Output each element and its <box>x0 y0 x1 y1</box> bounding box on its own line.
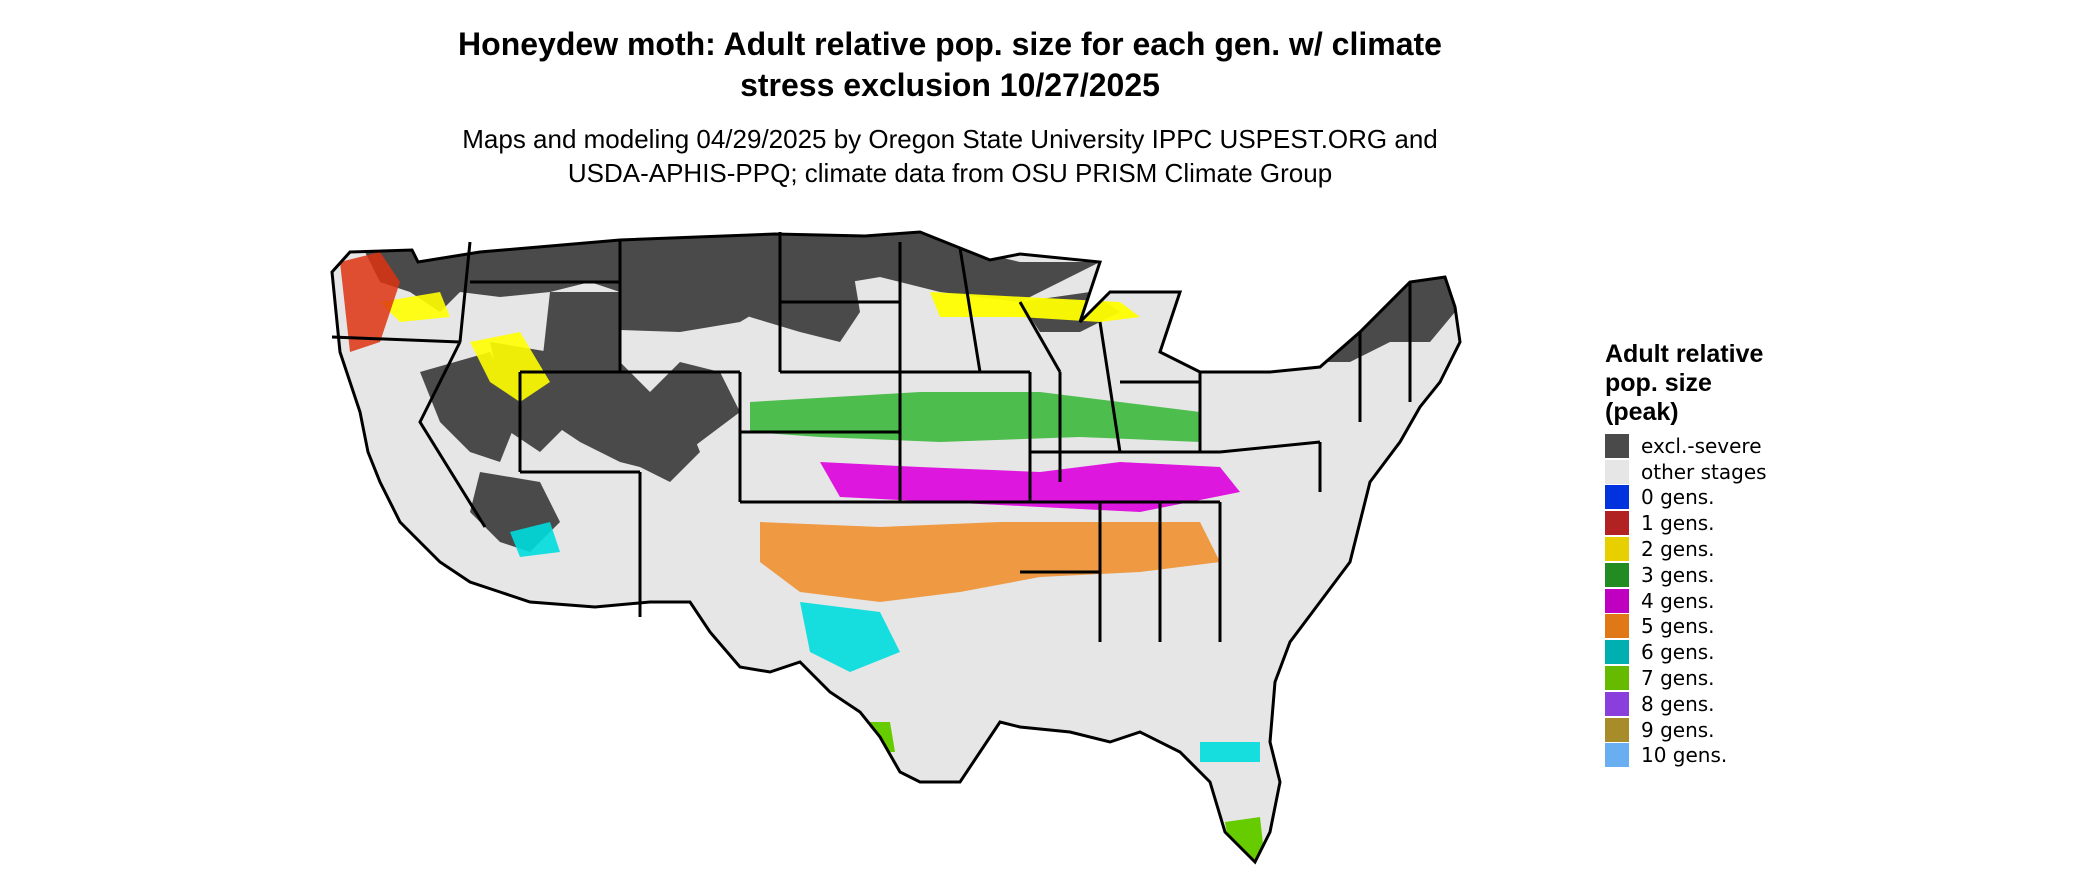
legend-swatch <box>1605 562 1629 587</box>
legend-label: 6 gens. <box>1641 640 1715 665</box>
legend-item: 8 gens. <box>1605 691 1815 717</box>
legend-item: 5 gens. <box>1605 614 1815 640</box>
legend-swatch <box>1605 511 1629 536</box>
map-title: Honeydew moth: Adult relative pop. size … <box>300 24 1600 106</box>
region-2-gens-idaho <box>470 332 550 402</box>
region-3-gens <box>750 392 1200 442</box>
legend-item: 9 gens. <box>1605 717 1815 743</box>
legend-item: 6 gens. <box>1605 639 1815 665</box>
legend-swatch <box>1605 485 1629 510</box>
excluded-region-new-mexico <box>620 402 700 482</box>
legend-label: 10 gens. <box>1641 743 1728 768</box>
subtitle-line-2: USDA-APHIS-PPQ; climate data from OSU PR… <box>567 158 1333 188</box>
legend: Adult relative pop. size (peak) excl.-se… <box>1605 340 1815 768</box>
legend-item: 7 gens. <box>1605 665 1815 691</box>
legend-swatch <box>1605 666 1629 691</box>
legend-label: 5 gens. <box>1641 614 1715 639</box>
legend-swatch <box>1605 433 1629 458</box>
excluded-region-new-england <box>1320 277 1455 362</box>
legend-title-line-3: (peak) <box>1605 398 1679 426</box>
region-6-gens-arizona <box>510 522 560 557</box>
legend-label: 7 gens. <box>1641 666 1715 691</box>
legend-swatch <box>1605 717 1629 742</box>
legend-label: 9 gens. <box>1641 717 1715 742</box>
title-line-2: stress exclusion 10/27/2025 <box>740 67 1160 103</box>
region-6-gens-florida <box>1200 742 1260 762</box>
region-5-gens <box>760 522 1220 602</box>
legend-item: excl.-severe <box>1605 433 1815 459</box>
legend-label: 0 gens. <box>1641 485 1715 510</box>
legend-swatch <box>1605 691 1629 716</box>
legend-label: excl.-severe <box>1641 433 1762 458</box>
legend-swatch <box>1605 459 1629 484</box>
legend-swatch <box>1605 537 1629 562</box>
excluded-region-minnesota <box>775 232 1100 302</box>
legend-item: 0 gens. <box>1605 485 1815 511</box>
legend-label: 8 gens. <box>1641 691 1715 716</box>
legend-label: 3 gens. <box>1641 562 1715 587</box>
legend-swatch <box>1605 614 1629 639</box>
legend-item: 10 gens. <box>1605 743 1815 769</box>
legend-label: 1 gens. <box>1641 511 1715 536</box>
excluded-region-great-plains <box>620 232 880 332</box>
legend-item: 2 gens. <box>1605 536 1815 562</box>
region-7-gens-texas <box>860 722 895 752</box>
legend-swatch <box>1605 588 1629 613</box>
region-2-gens-northeast <box>1180 312 1340 372</box>
subtitle-line-1: Maps and modeling 04/29/2025 by Oregon S… <box>462 124 1438 154</box>
map-subtitle: Maps and modeling 04/29/2025 by Oregon S… <box>300 122 1600 190</box>
legend-title-line-1: Adult relative <box>1605 340 1764 368</box>
region-6-gens-texas <box>800 602 900 672</box>
title-line-1: Honeydew moth: Adult relative pop. size … <box>458 26 1442 62</box>
us-map <box>330 230 1462 865</box>
legend-label: other stages <box>1641 459 1767 484</box>
legend-title-line-2: pop. size <box>1605 369 1712 397</box>
legend-item: other stages <box>1605 459 1815 485</box>
legend-item: 3 gens. <box>1605 562 1815 588</box>
legend-swatch <box>1605 640 1629 665</box>
region-1-gens-pacific-nw <box>340 252 400 352</box>
legend-item: 4 gens. <box>1605 588 1815 614</box>
legend-title: Adult relative pop. size (peak) <box>1605 340 1815 427</box>
legend-label: 2 gens. <box>1641 537 1715 562</box>
legend-items: excl.-severe other stages 0 gens. 1 gens. 2 … <box>1605 433 1815 768</box>
legend-label: 4 gens. <box>1641 588 1715 613</box>
state-borders <box>330 230 1462 865</box>
region-2-gens-west <box>380 292 450 322</box>
legend-item: 1 gens. <box>1605 510 1815 536</box>
legend-swatch <box>1605 743 1629 768</box>
